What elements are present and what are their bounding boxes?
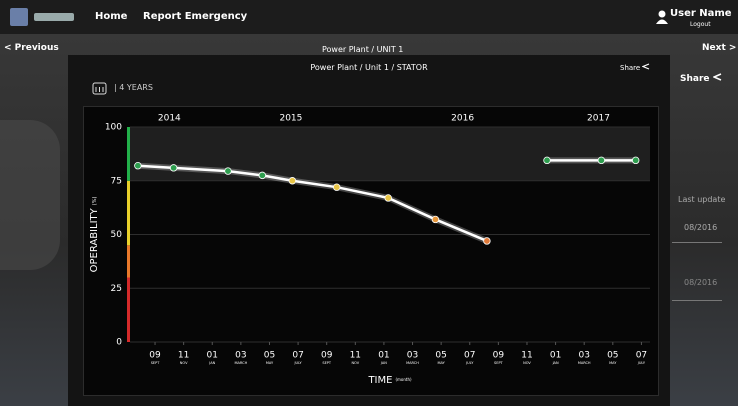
- divider: [672, 242, 722, 243]
- range-text[interactable]: 4 YEARS: [119, 83, 153, 92]
- data-point: [597, 156, 606, 165]
- x-label-text: TIME: [367, 375, 392, 386]
- axis-band: [127, 277, 130, 342]
- data-point: [431, 215, 440, 224]
- data-point: [134, 162, 142, 170]
- modal-title: Power Plant / Unit 1 / STATOR: [310, 63, 428, 72]
- x-tick-label: 03: [407, 351, 418, 361]
- y-tick-label: 100: [105, 123, 122, 133]
- x-tick-label: 11: [178, 351, 189, 361]
- x-tick-sublabel: SEPT: [151, 361, 161, 365]
- share[interactable]: Share: [680, 73, 722, 84]
- chart-container: 0 25 50 75 100 OPERABILITY(%) 09 SEPT 11 NOV 01 JAN…: [83, 106, 659, 396]
- x-tick-sublabel: SEPT: [322, 361, 332, 365]
- x-tick-label: 05: [607, 351, 618, 361]
- next[interactable]: Next >: [702, 43, 737, 53]
- x-tick-label: 07: [636, 351, 647, 361]
- x-tick-sublabel: JULY: [465, 361, 474, 365]
- user-icon: [656, 10, 668, 24]
- x-tick-sublabel: JULY: [293, 361, 302, 365]
- x-axis-label: TIME (month): [367, 375, 412, 386]
- year-label: 2014: [158, 114, 181, 124]
- x-tick-sublabel: NOV: [523, 361, 531, 365]
- data-point: [169, 164, 178, 172]
- axis-band: [127, 127, 130, 181]
- nav-report[interactable]: Report Emergency: [143, 11, 248, 22]
- side-label: Last update: [678, 195, 726, 204]
- data-point: [483, 237, 491, 245]
- divider: [672, 300, 722, 301]
- modal-share[interactable]: Share: [620, 63, 650, 72]
- x-tick-label: 05: [264, 351, 275, 361]
- x-tick-label: 09: [493, 351, 505, 361]
- x-tick-label: 01: [378, 351, 389, 361]
- share-text[interactable]: Share: [680, 74, 710, 84]
- nav-bar: Home Report Emergency User Name Logout: [0, 0, 738, 34]
- x-tick-sublabel: SEPT: [494, 361, 504, 365]
- x-tick-sublabel: MAY: [438, 361, 446, 365]
- side-value: 08/2016: [684, 223, 718, 232]
- x-tick-label: 03: [578, 351, 589, 361]
- x-tick-sublabel: MARCH: [578, 361, 591, 365]
- chart: 0255075100OPERABILITY(%)09SEPT11NOV01JAN…: [89, 114, 650, 386]
- x-tick-sublabel: MAY: [266, 361, 274, 365]
- x-tick-sublabel: MAY: [609, 361, 617, 365]
- data-point: [258, 171, 267, 180]
- data-point: [631, 156, 640, 165]
- x-tick-sublabel: JULY: [637, 361, 646, 365]
- x-tick-label: 03: [235, 351, 246, 361]
- x-tick-sublabel: MARCH: [234, 361, 247, 365]
- axis-band: [127, 245, 130, 278]
- x-tick-sublabel: JAN: [380, 361, 387, 365]
- logo: [10, 8, 74, 26]
- year-label: 2017: [587, 114, 610, 124]
- data-point: [333, 183, 341, 191]
- x-tick-label: 01: [550, 351, 561, 361]
- highlight-band: [130, 127, 650, 181]
- x-tick-label: 07: [292, 351, 303, 361]
- data-point: [384, 194, 392, 202]
- y-tick-label: 50: [111, 230, 123, 240]
- calendar-icon[interactable]: [92, 81, 107, 95]
- x-tick-label: 09: [149, 351, 161, 361]
- x-tick-label: 09: [321, 351, 333, 361]
- x-tick-label: 07: [464, 351, 475, 361]
- y-axis-label: OPERABILITY(%): [89, 197, 100, 273]
- axis-band: [127, 180, 130, 246]
- y-label-unit: (%): [92, 197, 98, 206]
- share-text[interactable]: Share: [620, 64, 641, 72]
- x-tick-label: 11: [350, 351, 361, 361]
- y-tick-label: 25: [111, 284, 122, 294]
- data-point: [288, 177, 297, 185]
- x-tick-sublabel: MARCH: [406, 361, 419, 365]
- x-tick-label: 01: [207, 351, 218, 361]
- user-name[interactable]: User Name: [670, 8, 732, 19]
- share-icon: [711, 73, 721, 81]
- previous[interactable]: < Previous: [4, 43, 59, 53]
- subnav-title: Power Plant / UNIT 1: [322, 45, 404, 54]
- left-blur: [0, 120, 60, 270]
- x-tick-sublabel: NOV: [180, 361, 188, 365]
- logout[interactable]: Logout: [690, 21, 711, 28]
- y-tick-label: 75: [111, 176, 122, 186]
- x-tick-sublabel: NOV: [351, 361, 359, 365]
- data-point: [224, 167, 232, 175]
- y-tick-label: 0: [116, 338, 122, 348]
- x-label-unit: (month): [395, 377, 412, 382]
- year-label: 2016: [451, 114, 474, 124]
- x-tick-sublabel: JAN: [552, 361, 559, 365]
- year-label: 2015: [279, 114, 302, 124]
- share-icon: [641, 63, 650, 70]
- x-tick-sublabel: JAN: [208, 361, 215, 365]
- x-tick-label: 05: [435, 351, 446, 361]
- nav-home[interactable]: Home: [95, 11, 128, 22]
- range[interactable]: | 4 YEARS: [114, 83, 153, 92]
- side-value: 08/2016: [684, 278, 718, 287]
- y-label-text: OPERABILITY: [89, 207, 100, 272]
- x-tick-label: 11: [521, 351, 532, 361]
- data-point: [543, 156, 551, 165]
